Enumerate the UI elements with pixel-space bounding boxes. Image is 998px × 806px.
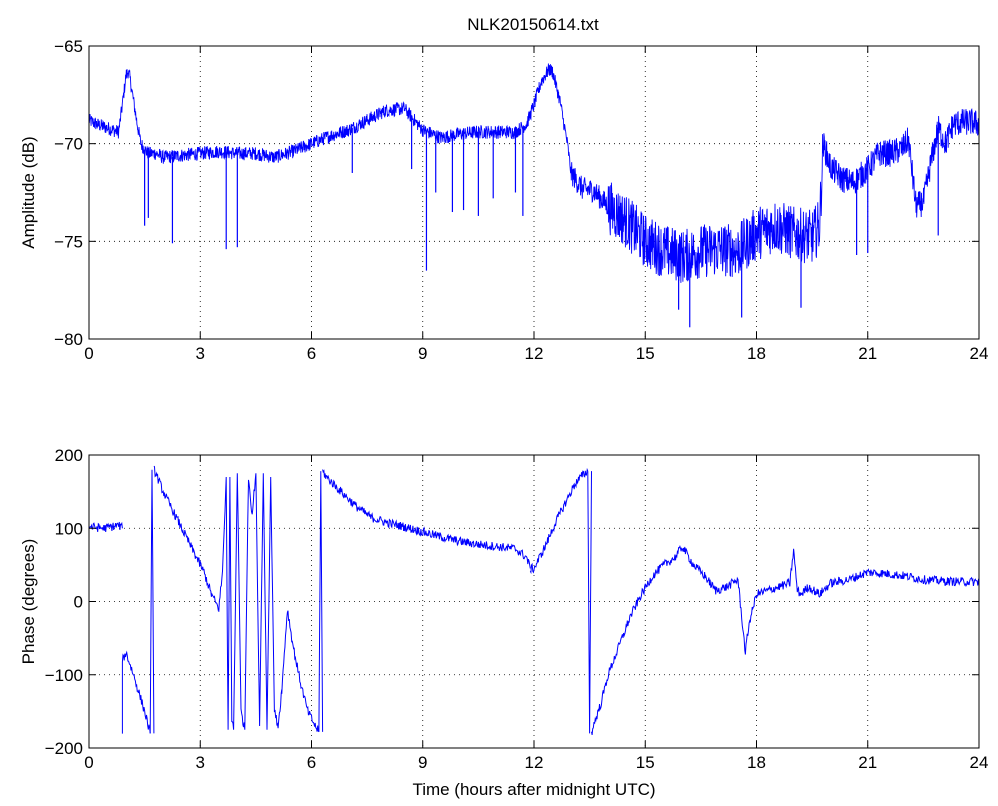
x-tick-label: 18 xyxy=(747,344,766,363)
phase-chart: 0 3 6 9 12 15 18 21 24 −200 −100 0 100 200 Phase (degr… xyxy=(19,446,988,799)
x-tick-label: 6 xyxy=(307,344,316,363)
x-tick-label: 15 xyxy=(636,344,655,363)
y-tick-label: −80 xyxy=(54,330,83,349)
phase-series-line xyxy=(89,521,123,533)
x-tick-label: 15 xyxy=(636,753,655,772)
x-tick-label: 9 xyxy=(418,344,427,363)
x-tick-label: 6 xyxy=(307,753,316,772)
x-tick-label: 24 xyxy=(970,344,989,363)
x-tick-label: 0 xyxy=(84,753,93,772)
y-tick-label: −100 xyxy=(45,666,83,685)
y-axis-label: Amplitude (dB) xyxy=(19,136,38,248)
y-tick-label: −65 xyxy=(54,37,83,56)
x-tick-label: 12 xyxy=(525,344,544,363)
x-axis-label: Time (hours after midnight UTC) xyxy=(412,780,655,799)
amplitude-chart: 0 3 6 9 12 15 18 21 24 −80 −75 −70 −65 Amplitude (dB) xyxy=(19,37,988,363)
y-tick-label: −75 xyxy=(54,232,83,251)
phase-series-line xyxy=(281,610,320,733)
x-tick-label: 12 xyxy=(525,753,544,772)
x-tick-label: 18 xyxy=(747,753,766,772)
phase-series-line xyxy=(153,465,220,612)
x-tick-label: 24 xyxy=(970,753,989,772)
phase-series-line xyxy=(587,471,592,734)
y-tick-label: 200 xyxy=(55,446,83,465)
phase-series-line xyxy=(218,473,283,730)
y-tick-label: −200 xyxy=(45,739,83,758)
x-tick-label: 21 xyxy=(858,344,877,363)
y-axis-label: Phase (degrees) xyxy=(19,539,38,665)
chart-title: NLK20150614.txt xyxy=(467,15,599,34)
phase-series-line xyxy=(322,469,531,569)
y-tick-label: 100 xyxy=(55,519,83,538)
y-tick-label: 0 xyxy=(74,593,83,612)
x-tick-label: 3 xyxy=(196,753,205,772)
phase-series-line xyxy=(121,650,151,734)
phase-series-line xyxy=(591,545,979,735)
phase-series-line xyxy=(318,471,324,732)
x-tick-label: 9 xyxy=(418,753,427,772)
plot-area xyxy=(89,46,979,339)
phase-series-line xyxy=(529,467,589,575)
x-tick-label: 3 xyxy=(196,344,205,363)
x-tick-label: 21 xyxy=(858,753,877,772)
y-tick-label: −70 xyxy=(54,135,83,154)
x-tick-label: 0 xyxy=(84,344,93,363)
phase-series-line xyxy=(149,469,155,734)
